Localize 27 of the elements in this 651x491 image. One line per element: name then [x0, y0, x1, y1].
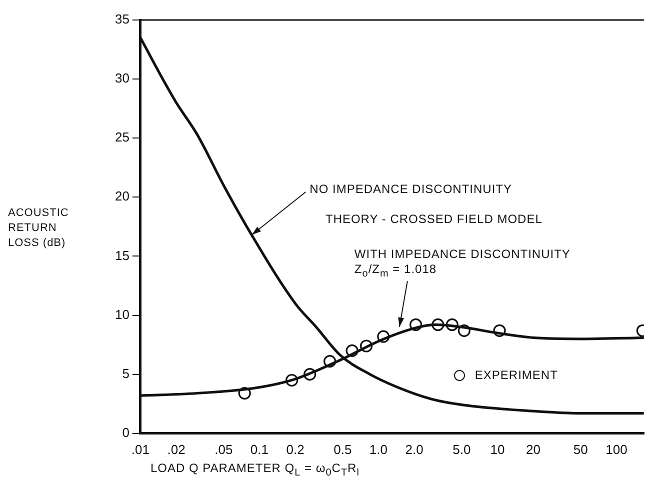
x-tick-label: 5.0 — [452, 442, 471, 457]
x-tick-label: 10 — [490, 442, 505, 457]
y-tick-label: 5 — [122, 366, 130, 381]
x-tick-label: 2.0 — [405, 442, 424, 457]
y-tick-label: 15 — [114, 248, 130, 263]
x-tick-label: 0.5 — [334, 442, 352, 457]
y-tick-label: 20 — [114, 188, 130, 204]
annotation: WITH IMPEDANCE DISCONTINUITY Z$_{o}$/Z$_{m}$ = 1.018 — [354, 247, 570, 282]
annotation: NO IMPEDANCE DISCONTINUITY — [310, 182, 512, 197]
y-axis-title: ACOUSTIC RETURN LOSS (dB) — [8, 206, 70, 252]
x-tick-label: .05 — [214, 442, 233, 457]
x-tick-label: 50 — [573, 442, 588, 457]
y-tick-label: 25 — [114, 130, 130, 145]
y-tick-label: 10 — [114, 306, 130, 322]
annotation: THEORY - CROSSED FIELD MODEL — [325, 212, 542, 227]
x-tick-label: 0.2 — [286, 442, 304, 457]
x-tick-label: .01 — [131, 442, 150, 457]
y-tick-label: 0 — [122, 424, 130, 440]
legend-label: EXPERIMENT — [474, 368, 558, 384]
x-tick-label: 0.1 — [250, 442, 269, 457]
x-axis-title: LOAD Q PARAMETER Q$_{L}$ = ω$_{0}$C$_{T}$R$_{l}$ — [150, 461, 360, 481]
x-tick-label: 1.0 — [369, 442, 388, 457]
x-tick-label: .02 — [167, 442, 186, 457]
x-tick-label: 100 — [606, 442, 628, 457]
x-tick-label: 20 — [526, 442, 541, 457]
y-tick-label: 35 — [114, 12, 130, 27]
y-tick-label: 30 — [114, 70, 130, 86]
